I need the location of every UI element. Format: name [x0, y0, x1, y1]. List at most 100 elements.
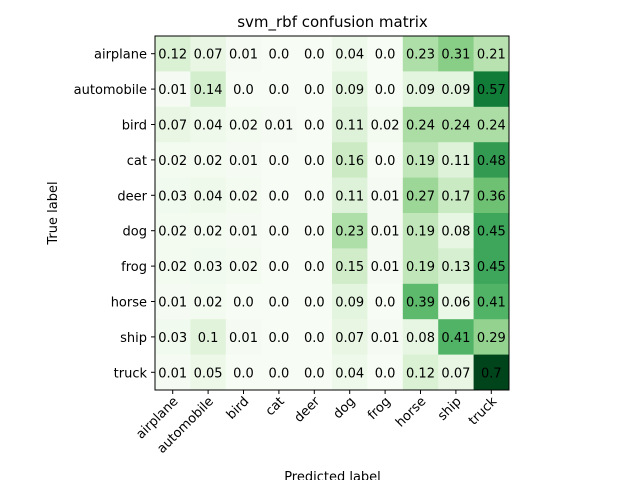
heatmap-cell	[473, 71, 510, 108]
heatmap-cell	[261, 248, 298, 285]
cell-value-label: 0.19	[406, 154, 435, 169]
heatmap-cell	[296, 283, 333, 320]
cell-value-label: 0.03	[194, 260, 223, 275]
cell-value-label: 0.31	[441, 48, 470, 63]
cell-value-label: 0.16	[335, 154, 364, 169]
heatmap-cell	[473, 177, 510, 214]
heatmap-cell	[332, 36, 368, 72]
heatmap-cell	[367, 177, 404, 214]
cell-value-label: 0.24	[406, 119, 435, 134]
heatmap-cell	[261, 213, 298, 249]
cell-value-label: 0.0	[375, 296, 396, 311]
cell-value-label: 0.13	[441, 260, 470, 275]
cell-value-label: 0.09	[335, 83, 364, 98]
cell-value-label: 0.01	[371, 260, 400, 275]
heatmap-cell	[225, 283, 262, 320]
cell-value-label: 0.12	[406, 366, 435, 381]
cell-value-label: 0.11	[335, 119, 364, 134]
cell-value-label: 0.0	[304, 366, 325, 381]
heatmap-cell	[225, 36, 262, 72]
cell-value-label: 0.01	[371, 331, 400, 346]
cell-value-label: 0.04	[194, 119, 223, 134]
cell-value-label: 0.02	[229, 260, 258, 275]
heatmap-cell	[296, 177, 333, 214]
cell-value-label: 0.0	[233, 366, 254, 381]
heatmap-cell	[190, 106, 227, 143]
heatmap-cell	[332, 319, 368, 356]
y-tick-label: truck	[114, 366, 148, 381]
heatmap-cell	[190, 177, 227, 214]
cell-value-label: 0.09	[406, 83, 435, 98]
cell-value-label: 0.45	[477, 225, 506, 240]
cell-value-label: 0.1	[198, 331, 219, 346]
heatmap-cell	[473, 142, 510, 179]
cell-value-label: 0.02	[194, 154, 223, 169]
x-tick-label: bird	[224, 394, 252, 422]
cell-value-label: 0.0	[375, 154, 396, 169]
heatmap-cell	[332, 354, 368, 391]
heatmap-cell	[155, 106, 191, 143]
heatmap-cell	[367, 36, 404, 72]
cell-value-label: 0.01	[264, 119, 293, 134]
heatmap-cell	[402, 248, 439, 285]
heatmap-cell	[438, 213, 475, 249]
heatmap-cell	[402, 177, 439, 214]
heatmap-cell	[367, 319, 404, 356]
heatmap-cell	[332, 213, 368, 249]
cell-value-label: 0.0	[304, 225, 325, 240]
x-tick-label: horse	[393, 394, 429, 430]
heatmap-cell	[438, 283, 475, 320]
heatmap-cell	[332, 142, 368, 179]
heatmap-cell	[473, 354, 510, 391]
heatmap-cell	[438, 36, 475, 72]
heatmap-cell	[225, 213, 262, 249]
cell-value-label: 0.12	[158, 48, 187, 63]
cell-value-label: 0.07	[441, 366, 470, 381]
heatmap-cell	[155, 142, 191, 179]
heatmap-cell	[225, 177, 262, 214]
cell-value-label: 0.01	[158, 83, 187, 98]
cell-value-label: 0.02	[229, 119, 258, 134]
cell-value-label: 0.02	[194, 225, 223, 240]
y-tick-label: bird	[122, 119, 147, 134]
heatmap-cell	[225, 71, 262, 108]
cell-value-label: 0.0	[304, 119, 325, 134]
cell-value-label: 0.03	[158, 189, 187, 204]
heatmap-cell	[261, 142, 298, 179]
heatmap-cell	[438, 71, 475, 108]
cell-value-label: 0.02	[158, 225, 187, 240]
cell-value-label: 0.07	[194, 48, 223, 63]
heatmap-cell	[473, 283, 510, 320]
heatmap-cell	[261, 106, 298, 143]
cell-value-label: 0.02	[229, 189, 258, 204]
heatmap-cell	[261, 177, 298, 214]
heatmap-cell	[473, 319, 510, 356]
cell-value-label: 0.01	[371, 225, 400, 240]
cell-value-label: 0.15	[335, 260, 364, 275]
x-tick-label: dog	[331, 394, 359, 422]
cell-value-label: 0.01	[158, 366, 187, 381]
cell-value-label: 0.03	[158, 331, 187, 346]
heatmap-cell	[332, 248, 368, 285]
heatmap-cell	[155, 248, 191, 285]
heatmap-cell	[225, 106, 262, 143]
cell-value-label: 0.11	[441, 154, 470, 169]
cell-value-label: 0.01	[229, 154, 258, 169]
heatmap-cell	[296, 319, 333, 356]
cell-value-label: 0.19	[406, 260, 435, 275]
cell-value-label: 0.0	[233, 83, 254, 98]
cell-value-label: 0.0	[269, 48, 290, 63]
cell-value-label: 0.27	[406, 189, 435, 204]
cell-value-label: 0.48	[477, 154, 506, 169]
heatmap-cell	[296, 248, 333, 285]
cell-value-label: 0.04	[335, 48, 364, 63]
cell-value-label: 0.07	[335, 331, 364, 346]
cell-value-label: 0.14	[194, 83, 223, 98]
cell-value-label: 0.01	[371, 189, 400, 204]
cell-value-label: 0.36	[477, 189, 506, 204]
heatmap-cell	[367, 142, 404, 179]
cell-value-label: 0.0	[269, 154, 290, 169]
cell-value-label: 0.29	[477, 331, 506, 346]
cell-value-label: 0.0	[269, 296, 290, 311]
